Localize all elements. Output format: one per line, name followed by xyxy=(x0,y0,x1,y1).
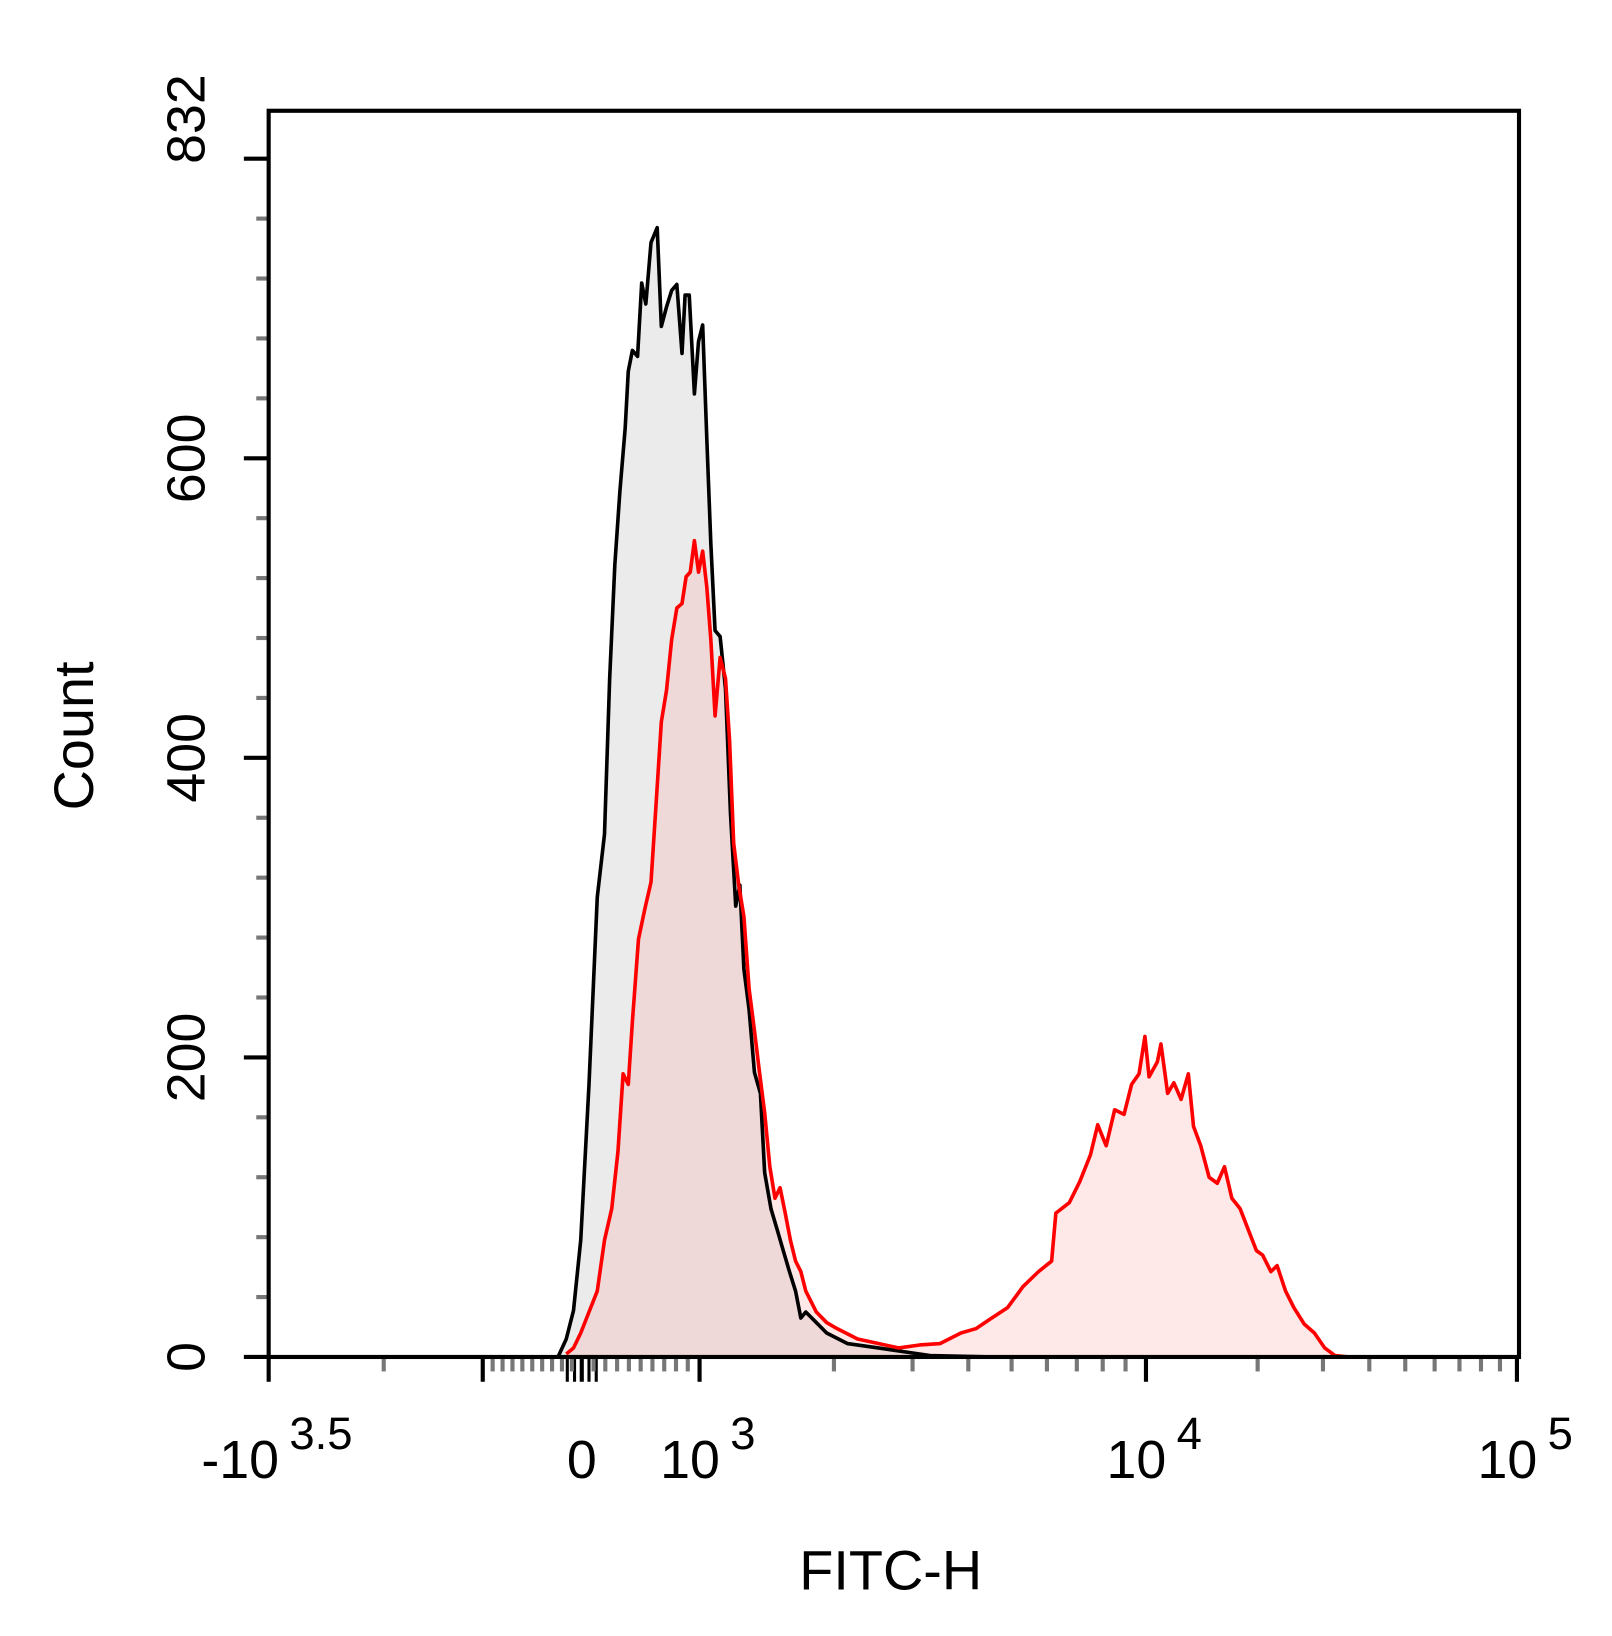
x-tick-base: 0 xyxy=(567,1430,597,1490)
x-tick-base: 10 xyxy=(1478,1430,1538,1490)
y-tick-label: 600 xyxy=(157,413,217,503)
x-tick-exponent: 3.5 xyxy=(289,1408,352,1459)
x-tick-base: 10 xyxy=(1107,1430,1167,1490)
x-tick-label: 0 xyxy=(567,1430,597,1490)
series-1-fill xyxy=(566,540,1349,1357)
x-tick-label: 10 4 xyxy=(1107,1408,1202,1490)
x-tick-label: -10 3.5 xyxy=(201,1408,352,1490)
x-tick-exponent: 5 xyxy=(1548,1408,1573,1459)
y-tick-label: 400 xyxy=(157,713,217,803)
series-layer xyxy=(556,225,1349,1359)
plot-frame xyxy=(266,108,1522,1360)
series-0-line xyxy=(556,225,992,1359)
x-tick-label: 10 3 xyxy=(660,1408,755,1490)
series-1-line xyxy=(565,538,1349,1359)
y-tick-label: 200 xyxy=(157,1013,217,1103)
y-axis-label: Count xyxy=(42,661,105,810)
x-tick-base: 10 xyxy=(660,1430,720,1490)
x-tick-exponent: 4 xyxy=(1177,1408,1202,1459)
x-axis-label: FITC-H xyxy=(799,1538,982,1601)
x-tick-base: -10 xyxy=(201,1430,279,1490)
y-tick-label: 0 xyxy=(157,1342,217,1372)
series-0-fill xyxy=(558,227,992,1357)
y-tick-label: 832 xyxy=(157,74,217,164)
tick-layer xyxy=(243,156,1520,1382)
x-tick-label: 10 5 xyxy=(1478,1408,1573,1490)
x-tick-exponent: 3 xyxy=(730,1408,755,1459)
